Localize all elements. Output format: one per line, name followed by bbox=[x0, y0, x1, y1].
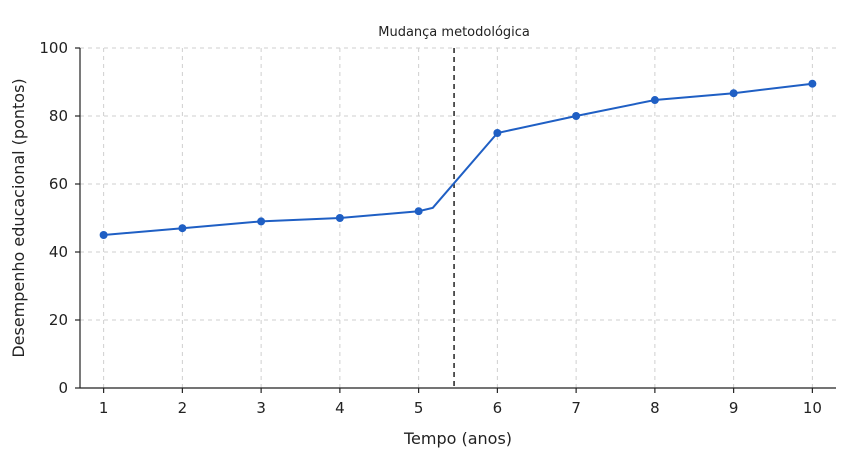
x-tick-label: 2 bbox=[178, 399, 188, 417]
data-point bbox=[178, 224, 187, 233]
grid-lines bbox=[80, 47, 836, 388]
data-point bbox=[257, 217, 266, 226]
y-tick-label: 80 bbox=[49, 107, 68, 125]
data-point bbox=[572, 112, 581, 120]
data-point bbox=[414, 207, 423, 216]
data-point bbox=[99, 231, 108, 239]
x-tick-label: 4 bbox=[335, 399, 345, 417]
x-tick-label: 6 bbox=[493, 399, 503, 417]
methodology-change-label: Mudança metodológica bbox=[378, 25, 530, 40]
y-tick-label: 0 bbox=[58, 379, 68, 397]
y-axis-ticks: 0 20 40 60 80 100 bbox=[39, 39, 80, 397]
series-layer bbox=[103, 82, 813, 236]
axes bbox=[79, 48, 836, 389]
x-axis-ticks: 1 2 3 4 5 6 7 8 9 10 bbox=[99, 388, 822, 417]
x-tick-label: 7 bbox=[571, 399, 581, 417]
x-tick-label: 8 bbox=[650, 399, 660, 417]
annotation-layer: Mudança metodológica bbox=[378, 25, 530, 388]
x-tick-label: 5 bbox=[414, 399, 424, 417]
y-tick-label: 40 bbox=[49, 243, 68, 261]
data-point bbox=[729, 89, 738, 98]
y-tick-label: 100 bbox=[39, 39, 68, 57]
data-point bbox=[808, 79, 817, 88]
x-tick-label: 1 bbox=[99, 399, 109, 417]
series-line bbox=[103, 82, 813, 236]
x-axis-label: Tempo (anos) bbox=[403, 429, 512, 448]
y-axis-label: Desempenho educacional (pontos) bbox=[9, 78, 28, 357]
x-tick-label: 10 bbox=[803, 399, 822, 417]
x-tick-label: 9 bbox=[729, 399, 739, 417]
data-point bbox=[335, 214, 344, 222]
data-points bbox=[99, 79, 817, 239]
x-tick-label: 3 bbox=[256, 399, 266, 417]
y-tick-label: 60 bbox=[49, 175, 68, 193]
y-tick-label: 20 bbox=[49, 311, 68, 329]
data-point bbox=[650, 96, 659, 105]
data-point bbox=[493, 129, 502, 137]
